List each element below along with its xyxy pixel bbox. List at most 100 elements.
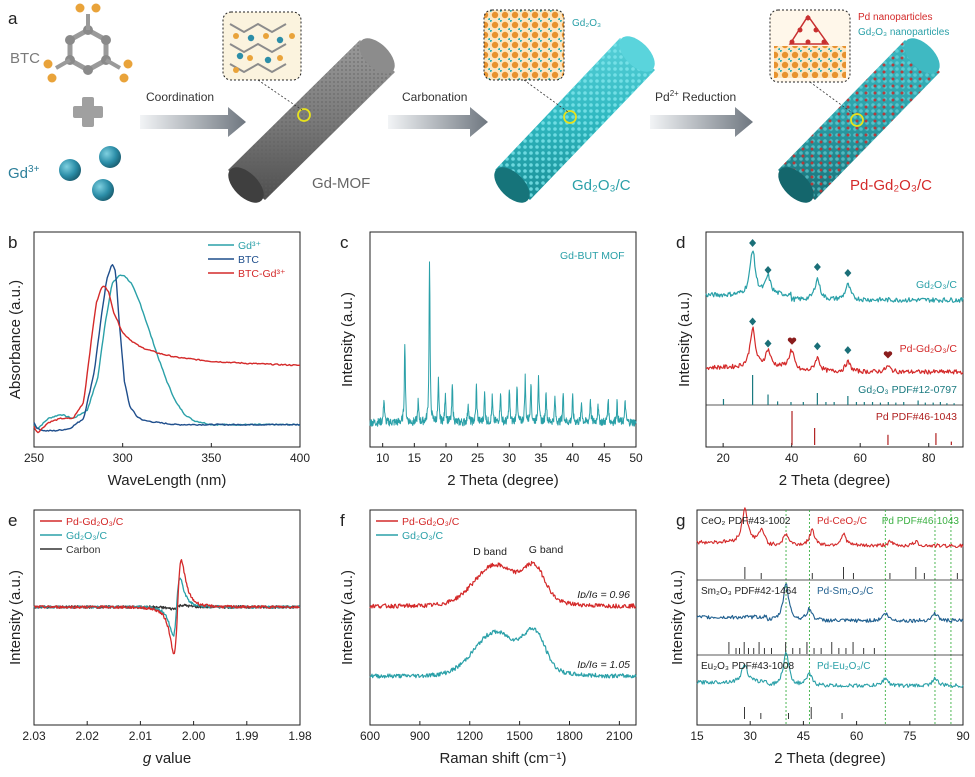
plot-frame (705, 231, 964, 448)
x-tick-label: 90 (956, 729, 970, 743)
panel-d: d 20 40 60 80 Gd₂O₃/C Pd-Gd₂O₃/C Gd₂O₃ PDF#12-0… (676, 231, 964, 489)
annotation-label: Gd-BUT MOF (560, 250, 625, 262)
legend-label: Pd-Gd₂O₃/C (66, 516, 124, 528)
x-tick-label: 75 (903, 729, 917, 743)
legend-label: Gd₂O₃/C (402, 530, 443, 542)
ratio-label: Iᴅ/Iɢ = 1.05 (577, 659, 630, 671)
diamond-marker-icon (813, 342, 821, 351)
pd-gd2o3-c-rod (778, 38, 940, 203)
panel-f: f 600 900 1200 1500 1800 2100 Iᴅ/Iɢ = 0.96 Iᴅ/Iɢ… (339, 509, 637, 767)
panel-letter: f (340, 511, 345, 530)
x-tick-label: 20 (716, 451, 730, 465)
ref-label: Eu₂O₃ PDF#43-1008 (701, 661, 794, 672)
x-tick-label: 2.02 (76, 729, 100, 743)
legend-label: Gd³⁺ (238, 240, 261, 252)
btc-label: BTC (10, 50, 40, 67)
x-tick-label: 2.01 (129, 729, 153, 743)
x-tick-label: 350 (201, 451, 221, 465)
series-label: Pd-CeO₂/C (817, 516, 867, 527)
series-line (369, 261, 637, 427)
x-tick-label: 20 (439, 451, 453, 465)
gd-ion-label: Gd3+ (8, 164, 40, 182)
arrow-reduction (650, 107, 753, 137)
x-tick-label: 40 (566, 451, 580, 465)
series-label: Pd-Gd₂O₃/C (900, 343, 958, 355)
pd-gd2o3-c-label: Pd-Gd₂O₃/C (850, 177, 932, 194)
x-tick-label: 30 (744, 729, 758, 743)
x-tick-label: 15 (690, 729, 704, 743)
plot-frame (369, 231, 637, 448)
panel-letter: b (8, 233, 17, 252)
ratio-label: Iᴅ/Iɢ = 0.96 (577, 589, 630, 601)
series-line-1 (705, 326, 964, 375)
panel-g: g 15 30 45 60 75 90 Pd PDF#46-1043 CeO₂ PDF#43-1… (669, 507, 970, 767)
series-label: Gd₂O₃/C (916, 279, 957, 291)
y-axis-label: Intensity (a.u.) (676, 292, 693, 387)
ref-label: Gd₂O₃ PDF#12-0797 (858, 384, 957, 396)
diamond-marker-icon (844, 346, 852, 355)
panel-letter: c (340, 233, 349, 252)
gd2o3-inset (483, 9, 569, 113)
x-tick-label: 50 (629, 451, 643, 465)
x-tick-label: 80 (922, 451, 936, 465)
pd-np-label: Pd nanoparticles (858, 12, 933, 23)
x-tick-label: 1800 (556, 729, 583, 743)
diamond-marker-icon (813, 263, 821, 271)
gd-mof-rod (228, 38, 395, 203)
ref-label: CeO₂ PDF#43-1002 (701, 516, 791, 527)
x-axis-label: g value (143, 750, 191, 767)
diamond-marker-icon (764, 266, 772, 274)
legend-label: Gd₂O₃/C (66, 530, 107, 542)
x-tick-label: 15 (408, 451, 422, 465)
series-line-0 (705, 250, 964, 303)
series-line-2 (696, 651, 964, 688)
btc-molecule-icon (43, 3, 133, 83)
series-line-1 (369, 627, 637, 679)
panel-letter: g (676, 511, 685, 530)
x-tick-label: 60 (854, 451, 868, 465)
x-tick-label: 30 (503, 451, 517, 465)
legend-label: BTC (238, 254, 259, 266)
x-tick-label: 1.99 (235, 729, 259, 743)
x-tick-label: 1200 (456, 729, 483, 743)
x-tick-label: 45 (797, 729, 811, 743)
heart-marker-icon (787, 337, 797, 345)
series-line-2 (33, 285, 301, 434)
panel-e: e 2.03 2.02 2.01 2.00 1.99 1.98 Pd-Gd₂O₃/C Gd₂O₃… (7, 509, 312, 767)
pd-ref-label: Pd PDF#46-1043 (882, 516, 960, 527)
gd2o3-c-label: Gd₂O₃/C (572, 177, 631, 194)
gd-mof-label: Gd-MOF (312, 175, 370, 192)
x-tick-label: 35 (534, 451, 548, 465)
arrow-reduction-label: Pd2+ Reduction (655, 89, 736, 104)
ref-label: Pd PDF#46-1043 (876, 411, 957, 423)
series-line-0 (369, 560, 637, 609)
series-line-0 (33, 274, 300, 430)
band-label: G band (529, 544, 564, 556)
plot-frame (33, 231, 301, 448)
y-axis-label: Intensity (a.u.) (669, 570, 686, 665)
plus-icon (73, 97, 103, 127)
series-line-0 (696, 507, 964, 549)
arrow-carbonation (388, 107, 488, 137)
x-tick-label: 45 (598, 451, 612, 465)
gd-ion-icon (59, 146, 121, 201)
x-tick-label: 2.00 (182, 729, 206, 743)
panel-letter: d (676, 233, 685, 252)
arrow-coordination (140, 107, 246, 137)
y-axis-label: Intensity (a.u.) (339, 570, 356, 665)
arrow-carbonation-label: Carbonation (402, 90, 467, 104)
series-line-1 (33, 577, 301, 637)
diamond-marker-icon (844, 269, 852, 277)
x-axis-label: 2 Theta (degree) (779, 472, 890, 489)
x-tick-label: 900 (410, 729, 430, 743)
x-tick-label: 2.03 (22, 729, 46, 743)
series-label: Pd-Sm₂O₃/C (817, 586, 873, 597)
x-tick-label: 1500 (506, 729, 533, 743)
x-tick-label: 2100 (606, 729, 633, 743)
series-line-0 (33, 559, 300, 655)
plot-frame (33, 509, 301, 726)
panel-a-letter: a (8, 9, 18, 28)
y-axis-label: Absorbance (a.u.) (7, 280, 24, 399)
x-tick-label: 40 (785, 451, 799, 465)
